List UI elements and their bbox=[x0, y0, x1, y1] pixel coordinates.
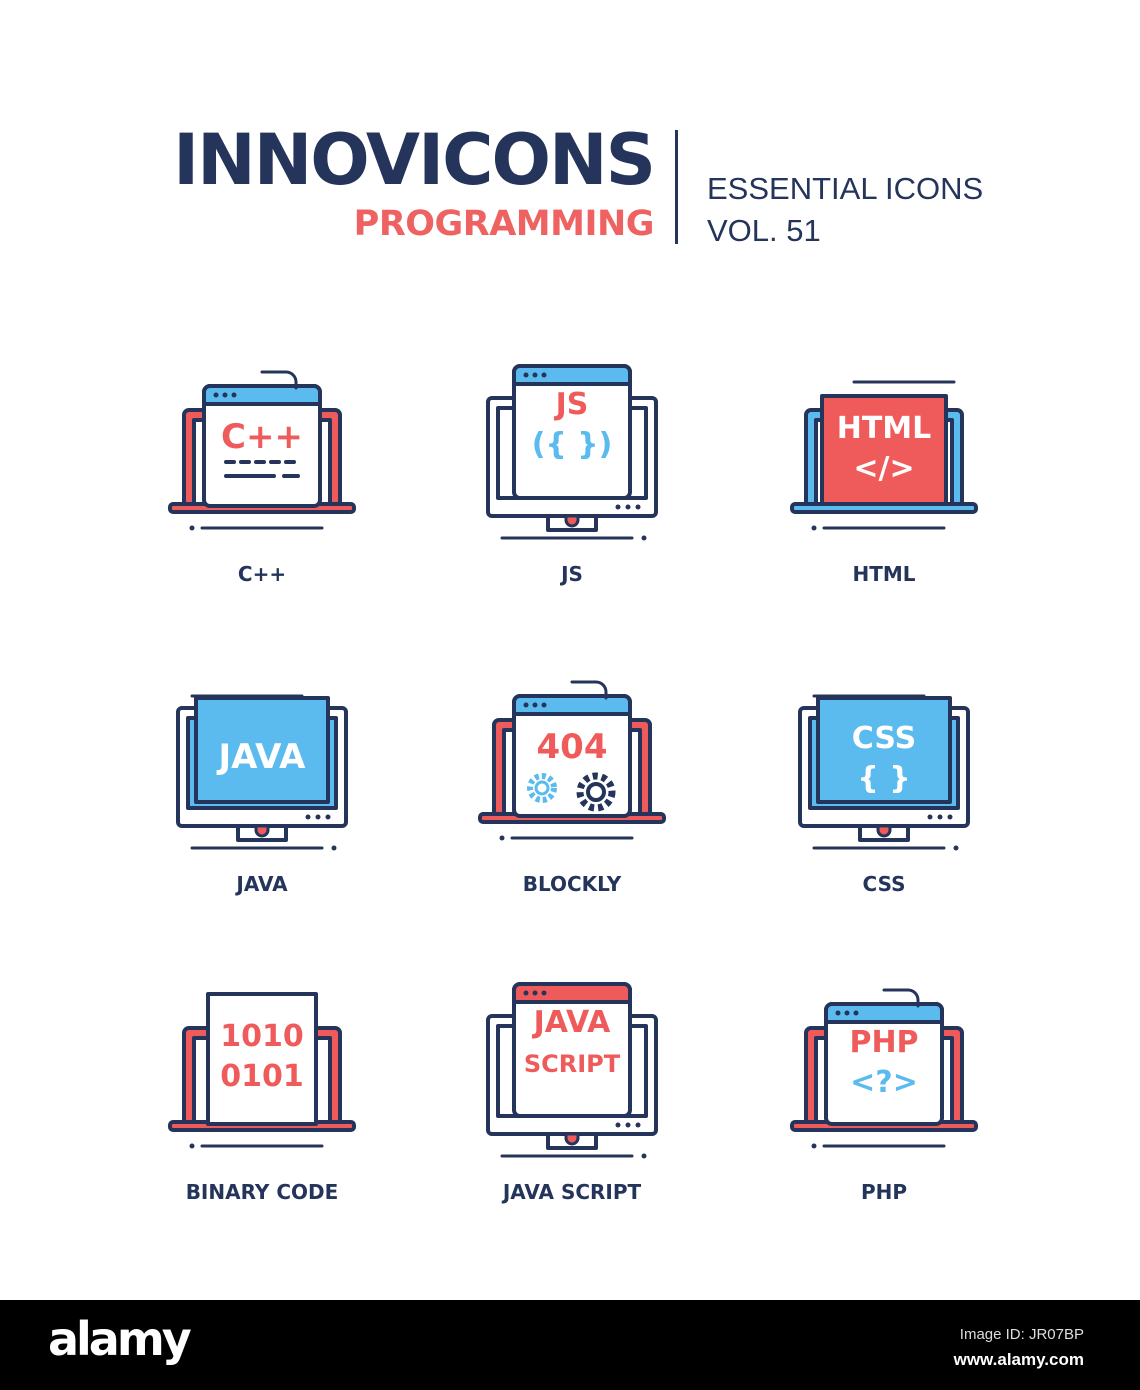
tagline-line1: ESSENTIAL ICONS bbox=[707, 171, 984, 206]
icon-text: <?> bbox=[850, 1065, 918, 1100]
icon-label: C++ bbox=[237, 562, 287, 586]
icon-label: BINARY CODE bbox=[185, 1180, 339, 1204]
icon-text: CSS bbox=[852, 721, 916, 756]
icon-card: JAVA SCRIPT JAVA SCRIPT bbox=[422, 976, 722, 1236]
icon-label: JAVA bbox=[236, 872, 288, 896]
icon-card: JS ({ }) JS bbox=[422, 358, 722, 618]
icon-text: PHP bbox=[849, 1025, 918, 1060]
icon-text: C++ bbox=[221, 417, 303, 457]
icon-label: JS bbox=[561, 562, 583, 586]
icon-text: JAVA bbox=[532, 1005, 612, 1040]
icon-text: SCRIPT bbox=[524, 1050, 621, 1078]
icon-card: 404 BLOCKLY bbox=[422, 668, 722, 928]
c--icon: C++ bbox=[168, 370, 356, 531]
icon-label: HTML bbox=[852, 562, 916, 586]
header-divider bbox=[675, 130, 678, 244]
icon-card: CSS { } CSS bbox=[734, 668, 1034, 928]
alamy-logo: alamy bbox=[48, 1312, 192, 1366]
footer-bar: alamy Image ID: JR07BP www.alamy.com bbox=[0, 1300, 1140, 1390]
icon-card: PHP <?> PHP bbox=[734, 976, 1034, 1236]
java-script-icon: JAVA SCRIPT bbox=[486, 982, 658, 1159]
tagline: ESSENTIAL ICONS VOL. 51 bbox=[707, 168, 983, 252]
html-icon: HTML </> bbox=[790, 380, 978, 531]
icon-text: JS bbox=[554, 387, 589, 422]
icon-label: CSS bbox=[862, 872, 906, 896]
java-icon: JAVA bbox=[176, 694, 348, 851]
icon-card: HTML </> HTML bbox=[734, 358, 1034, 618]
blockly-icon: 404 bbox=[478, 680, 666, 841]
tagline-line2: VOL. 51 bbox=[707, 213, 821, 248]
icon-text: JAVA bbox=[217, 737, 307, 777]
binary-code-icon: 1010 0101 bbox=[168, 992, 356, 1149]
css-icon: CSS { } bbox=[798, 694, 970, 851]
site-url: www.alamy.com bbox=[953, 1350, 1084, 1369]
icon-label: BLOCKLY bbox=[522, 872, 622, 896]
icon-card: JAVA JAVA bbox=[112, 668, 412, 928]
icon-text: ({ }) bbox=[532, 427, 613, 462]
icon-text: HTML bbox=[837, 411, 932, 446]
brand-title: INNOVICONS bbox=[173, 119, 656, 201]
php-icon: PHP <?> bbox=[790, 988, 978, 1149]
js-icon: JS ({ }) bbox=[486, 364, 658, 541]
icon-card: 1010 0101 BINARY CODE bbox=[112, 976, 412, 1236]
brand-subtitle: PROGRAMMING bbox=[353, 204, 655, 244]
icon-card: C++ C++ bbox=[112, 358, 412, 618]
icon-text: 1010 bbox=[220, 1019, 304, 1054]
icon-text: { } bbox=[857, 761, 910, 796]
brand-block: INNOVICONS PROGRAMMING bbox=[126, 119, 656, 246]
icon-text: 404 bbox=[537, 727, 608, 767]
icon-text: </> bbox=[853, 451, 914, 486]
icon-text: 0101 bbox=[220, 1059, 304, 1094]
icon-label: PHP bbox=[860, 1180, 908, 1204]
image-id: Image ID: JR07BP bbox=[959, 1326, 1084, 1343]
icon-label: JAVA SCRIPT bbox=[502, 1180, 642, 1204]
